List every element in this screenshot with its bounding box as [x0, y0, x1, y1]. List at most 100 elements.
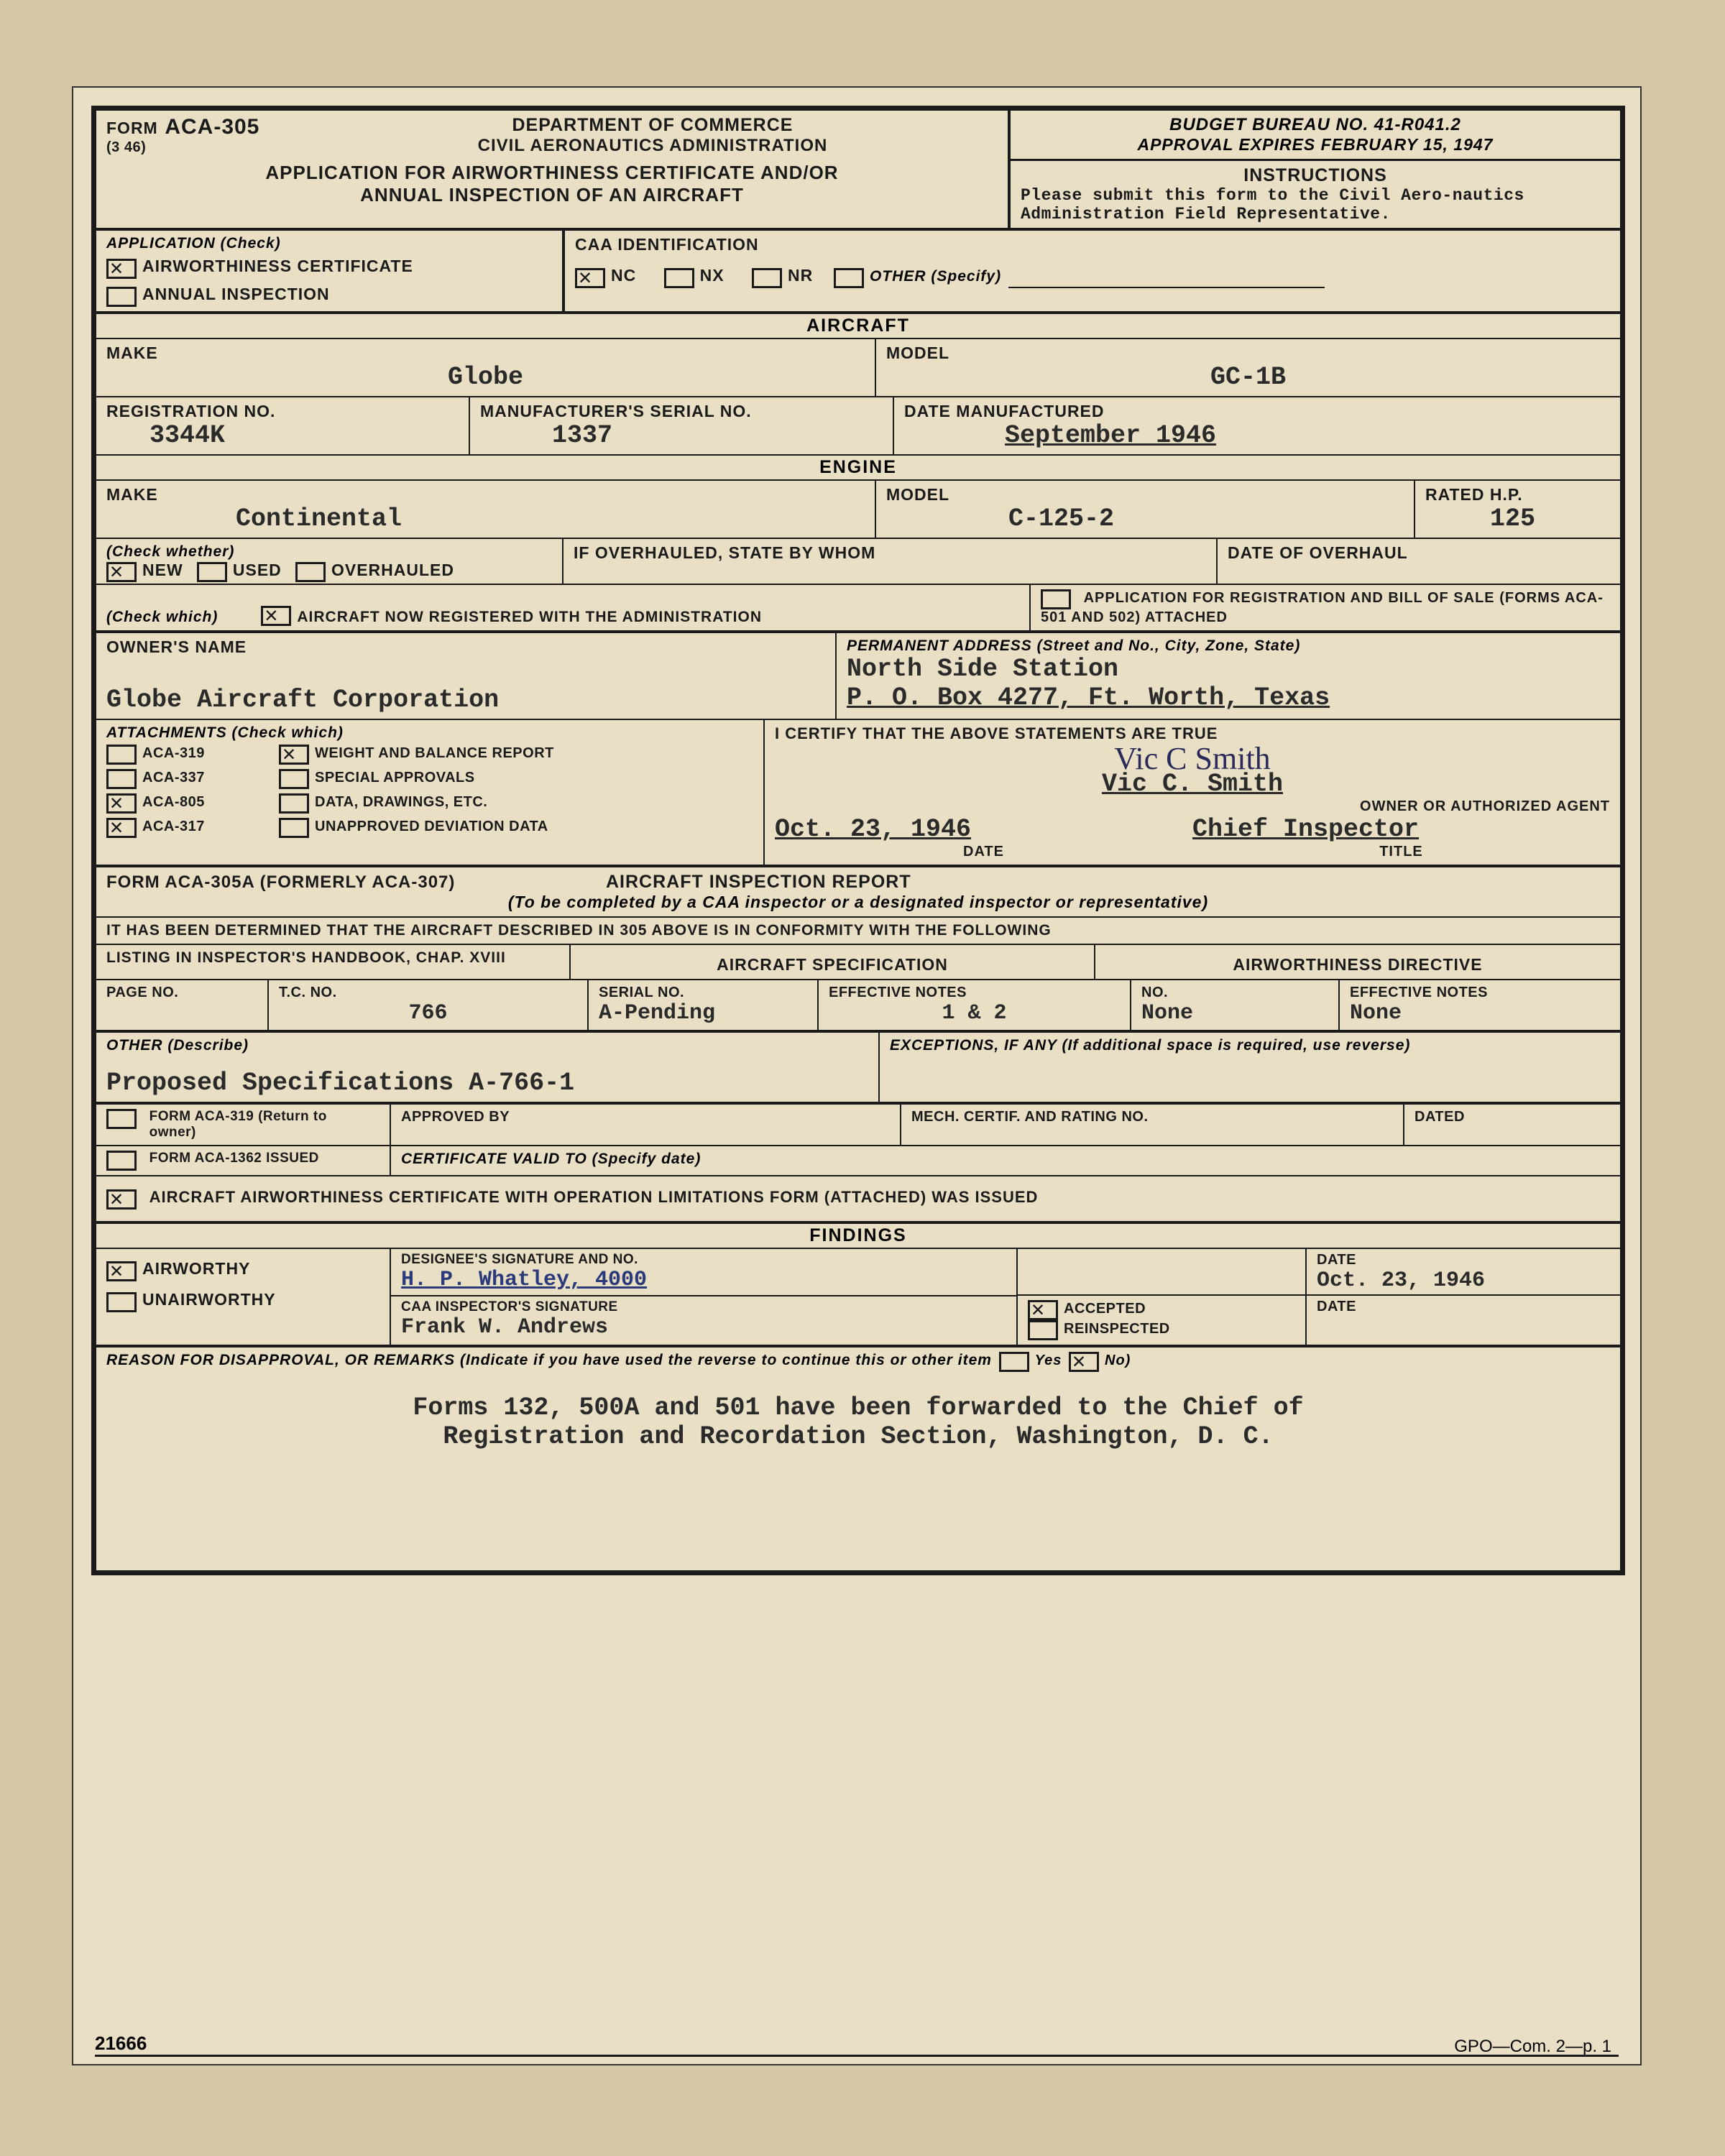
accepted-cell: ACCEPTED REINSPECTED: [1018, 1249, 1307, 1345]
check-whether-cell: (Check whether) NEW USED OVERHAULED: [96, 539, 564, 584]
aca319-checkbox[interactable]: [106, 745, 137, 765]
certify-cell: I CERTIFY THAT THE ABOVE STATEMENTS ARE …: [765, 720, 1620, 865]
tc-cell: T.C. NO.766: [269, 980, 589, 1030]
other-label: OTHER (Specify): [870, 268, 1001, 285]
yes-checkbox[interactable]: [999, 1352, 1029, 1372]
no-checkbox[interactable]: [1069, 1352, 1099, 1372]
airworthiness-checkbox[interactable]: [106, 259, 137, 279]
caa-id-label: CAA IDENTIFICATION: [575, 235, 1610, 254]
sa-checkbox[interactable]: [279, 769, 309, 789]
model-label: MODEL: [886, 344, 1610, 363]
nr-checkbox[interactable]: [752, 268, 782, 288]
eff-value: 1 & 2: [829, 1001, 1120, 1026]
rpt-serial-label: SERIAL NO.: [599, 985, 807, 1001]
aca805-label: ACA-805: [142, 795, 205, 811]
eff2-label: EFFECTIVE NOTES: [1350, 985, 1610, 1001]
reinspected-label: REINSPECTED: [1064, 1321, 1170, 1337]
title-line1: APPLICATION FOR AIRWORTHINESS CERTIFICAT…: [106, 162, 998, 184]
header-left: FORM ACA-305 (3 46) DEPARTMENT OF COMMER…: [96, 111, 1011, 228]
other-fill[interactable]: [1008, 272, 1325, 288]
aca337-checkbox[interactable]: [106, 769, 137, 789]
other-checkbox[interactable]: [834, 268, 864, 288]
new-label: NEW: [142, 561, 183, 579]
form-label: FORM: [106, 119, 158, 137]
airworthy-checkbox[interactable]: [106, 1261, 137, 1281]
serial-label: MANUFACTURER'S SERIAL NO.: [480, 402, 883, 421]
cert-title-label: TITLE: [1192, 844, 1610, 860]
yes-label: Yes: [1035, 1353, 1062, 1368]
report-header-cell: FORM ACA-305a (FORMERLY ACA-307) AIRCRAF…: [96, 867, 1620, 916]
registered-label: AIRCRAFT NOW REGISTERED WITH THE ADMINIS…: [297, 609, 762, 626]
if-overhauled-cell: IF OVERHAULED, STATE BY WHOM: [564, 539, 1218, 584]
signature-name: Vic C. Smith: [775, 770, 1610, 798]
reg-cell: REGISTRATION NO. 3344K: [96, 397, 470, 454]
aca317-label: ACA-317: [142, 819, 205, 835]
footer-right-text: GPO—Com. 2—p. 1: [1454, 2037, 1611, 2057]
accepted-checkbox[interactable]: [1028, 1300, 1058, 1320]
budget-label: BUDGET BUREAU NO. 41-R041.2: [1021, 115, 1610, 135]
wb-checkbox[interactable]: [279, 745, 309, 765]
owner-agent-label: OWNER OR AUTHORIZED AGENT: [775, 798, 1610, 815]
eff-cell: EFFECTIVE NOTES1 & 2: [819, 980, 1131, 1030]
form319-cell: FORM ACA-319 (Return to owner): [96, 1105, 391, 1145]
airworthiness-label: AIRWORTHINESS CERTIFICATE: [142, 257, 413, 275]
overhauled-checkbox[interactable]: [295, 562, 326, 582]
application-label: APPLICATION (Check): [106, 235, 552, 252]
new-checkbox[interactable]: [106, 562, 137, 582]
form319-checkbox[interactable]: [106, 1109, 137, 1129]
aca317-checkbox[interactable]: [106, 818, 137, 838]
tc-label: T.C. NO.: [279, 985, 577, 1001]
exceptions-cell: EXCEPTIONS, IF ANY (If additional space …: [880, 1033, 1620, 1102]
model-cell: MODEL GC-1B: [876, 339, 1620, 396]
determined-cell: IT HAS BEEN DETERMINED THAT THE AIRCRAFT…: [96, 918, 1620, 944]
listing-cell: LISTING IN INSPECTOR'S HANDBOOK, CHAP. X…: [96, 945, 571, 979]
footer-left-text: 21666: [95, 2032, 147, 2054]
overhauled-label: OVERHAULED: [331, 561, 454, 579]
nx-label: NX: [700, 266, 724, 285]
dd-checkbox[interactable]: [279, 793, 309, 814]
findings-date2-label: DATE: [1317, 1299, 1610, 1315]
valid-to-cell: CERTIFICATE VALID TO (Specify date): [391, 1146, 1620, 1175]
form1362-checkbox[interactable]: [106, 1151, 137, 1171]
eff2-cell: EFFECTIVE NOTESNone: [1340, 980, 1620, 1030]
aca805-checkbox[interactable]: [106, 793, 137, 814]
serial-value: 1337: [480, 421, 883, 450]
approved-by-cell: APPROVED BY: [391, 1105, 901, 1145]
date-overhaul-cell: DATE OF OVERHAUL: [1218, 539, 1620, 584]
engine-section-title: ENGINE: [96, 456, 1620, 481]
dated-label: DATED: [1414, 1109, 1610, 1125]
nc-checkbox[interactable]: [575, 268, 605, 288]
mech-cell: MECH. CERTIF. AND RATING NO.: [901, 1105, 1404, 1145]
form-number: ACA-305: [165, 115, 259, 139]
date-mfr-value: September 1946: [904, 421, 1610, 450]
cert-issued-cell: AIRCRAFT AIRWORTHINESS CERTIFICATE WITH …: [96, 1176, 1620, 1221]
findings-date-value: Oct. 23, 1946: [1317, 1268, 1610, 1293]
bill-of-sale-checkbox[interactable]: [1041, 589, 1071, 609]
date-mfr-cell: DATE MANUFACTURED September 1946: [894, 397, 1620, 454]
attachments-label: ATTACHMENTS (Check which): [106, 724, 753, 742]
annual-checkbox[interactable]: [106, 287, 137, 307]
tc-value: 766: [279, 1001, 577, 1026]
title-line2: ANNUAL INSPECTION OF AN AIRCRAFT: [106, 184, 998, 206]
cert-title-value: Chief Inspector: [1192, 815, 1610, 844]
directive-label: AIRWORTHINESS DIRECTIVE: [1233, 955, 1482, 974]
aca319-label: ACA-319: [142, 746, 205, 762]
used-checkbox[interactable]: [197, 562, 227, 582]
report-form-label: FORM ACA-305a (FORMERLY ACA-307): [106, 872, 455, 892]
accepted-label: ACCEPTED: [1064, 1301, 1146, 1317]
cert-date-label: DATE: [775, 844, 1192, 860]
nx-checkbox[interactable]: [664, 268, 694, 288]
application-cell: APPLICATION (Check) AIRWORTHINESS CERTIF…: [96, 231, 565, 311]
determined-label: IT HAS BEEN DETERMINED THAT THE AIRCRAFT…: [106, 922, 1052, 939]
airworthy-label: AIRWORTHY: [142, 1259, 250, 1278]
wb-label: WEIGHT AND BALANCE REPORT: [315, 746, 554, 762]
cert-issued-checkbox[interactable]: [106, 1189, 137, 1210]
serial-cell: MANUFACTURER'S SERIAL NO. 1337: [470, 397, 894, 454]
ud-checkbox[interactable]: [279, 818, 309, 838]
ud-label: UNAPPROVED DEVIATION DATA: [315, 819, 548, 835]
reinspected-checkbox[interactable]: [1028, 1320, 1058, 1340]
check-whether-label: (Check whether): [106, 543, 552, 561]
engine-hp-label: RATED H.P.: [1425, 485, 1610, 505]
unairworthy-checkbox[interactable]: [106, 1292, 137, 1312]
registered-checkbox[interactable]: [261, 606, 291, 626]
